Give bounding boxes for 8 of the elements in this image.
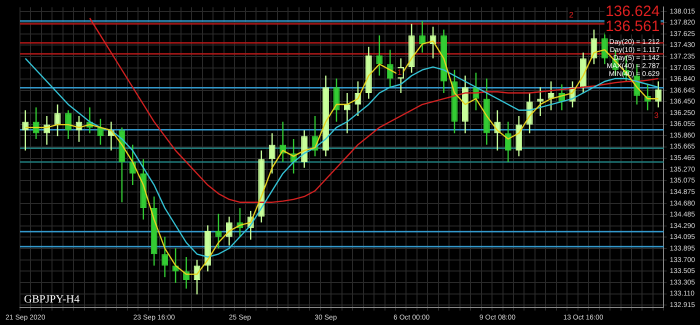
annotation: GBPJPY-H4: [24, 293, 80, 306]
annotation: 136.561: [605, 18, 660, 36]
annotation: 3: [654, 111, 660, 120]
annotation: 1: [397, 68, 402, 78]
candlestick: [344, 92, 350, 134]
candlestick: [22, 110, 29, 150]
annotation: 136.624: [605, 3, 660, 20]
annotation: 2: [569, 10, 574, 20]
